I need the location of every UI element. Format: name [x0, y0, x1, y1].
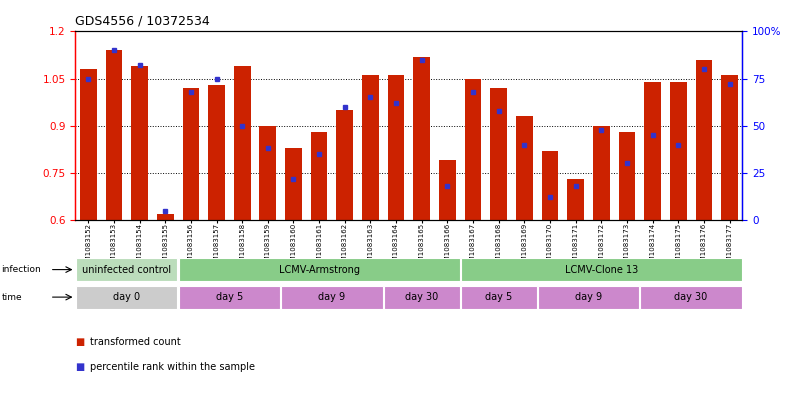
Bar — [208, 85, 225, 220]
Bar — [384, 286, 460, 309]
Text: day 30: day 30 — [405, 292, 438, 302]
Bar — [619, 132, 635, 220]
Bar — [281, 286, 383, 309]
Text: day 0: day 0 — [114, 292, 141, 302]
Bar — [464, 79, 481, 220]
Bar — [131, 66, 148, 220]
Bar — [362, 75, 379, 220]
Text: LCMV-Clone 13: LCMV-Clone 13 — [565, 264, 638, 275]
Bar — [106, 50, 122, 220]
Bar — [670, 82, 687, 220]
Bar — [310, 132, 327, 220]
Text: transformed count: transformed count — [90, 337, 180, 347]
Bar — [285, 148, 302, 220]
Text: LCMV-Armstrong: LCMV-Armstrong — [279, 264, 360, 275]
Bar — [721, 75, 738, 220]
Text: ■: ■ — [75, 337, 85, 347]
Bar — [568, 179, 584, 220]
Bar — [461, 286, 537, 309]
Text: day 5: day 5 — [485, 292, 512, 302]
Text: percentile rank within the sample: percentile rank within the sample — [90, 362, 255, 373]
Text: GDS4556 / 10372534: GDS4556 / 10372534 — [75, 15, 210, 28]
Text: day 5: day 5 — [216, 292, 243, 302]
Bar — [696, 60, 712, 220]
Bar — [593, 126, 610, 220]
Text: day 9: day 9 — [318, 292, 345, 302]
Bar — [542, 151, 558, 220]
Bar — [439, 160, 456, 220]
Text: infection: infection — [2, 265, 41, 274]
Bar — [641, 286, 742, 309]
Bar — [179, 286, 280, 309]
Bar — [183, 88, 199, 220]
Bar — [414, 57, 430, 220]
Text: ■: ■ — [75, 362, 85, 373]
Bar — [80, 69, 97, 220]
Bar — [76, 258, 177, 281]
Bar — [337, 110, 353, 220]
Bar — [179, 258, 460, 281]
Bar — [260, 126, 276, 220]
Bar — [157, 214, 174, 220]
Bar — [644, 82, 661, 220]
Text: day 30: day 30 — [674, 292, 707, 302]
Text: day 9: day 9 — [575, 292, 602, 302]
Bar — [516, 116, 533, 220]
Text: uninfected control: uninfected control — [82, 264, 172, 275]
Bar — [491, 88, 507, 220]
Bar — [76, 286, 177, 309]
Bar — [387, 75, 404, 220]
Text: time: time — [2, 293, 22, 301]
Bar — [461, 258, 742, 281]
Bar — [538, 286, 639, 309]
Bar — [234, 66, 251, 220]
